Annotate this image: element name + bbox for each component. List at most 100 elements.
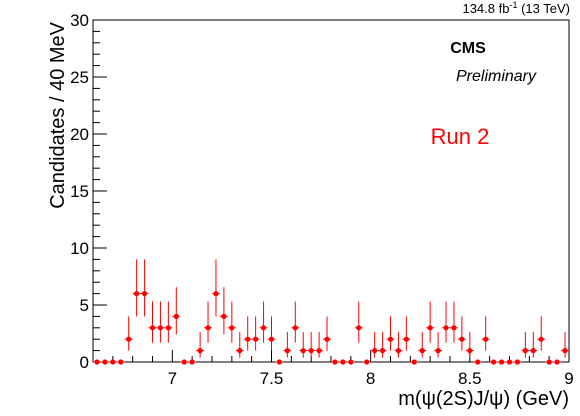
x-axis-title: m(ψ(2S)J/ψ) (GeV) <box>398 388 569 410</box>
data-point <box>473 359 482 365</box>
marker <box>348 359 354 365</box>
marker <box>443 325 449 331</box>
marker <box>253 336 259 342</box>
data-point <box>156 301 165 343</box>
data-point <box>219 287 228 335</box>
data-point <box>196 332 205 358</box>
data-point <box>108 359 117 365</box>
marker <box>403 336 409 342</box>
data-point <box>93 359 101 365</box>
data-point <box>410 359 419 365</box>
marker <box>316 348 322 354</box>
data-point <box>457 316 466 351</box>
marker <box>411 359 417 365</box>
marker <box>102 359 108 365</box>
data-point <box>140 259 149 317</box>
data-point <box>386 316 395 351</box>
marker <box>387 336 394 342</box>
marker <box>260 325 267 331</box>
data-point <box>100 359 109 365</box>
marker <box>213 291 219 297</box>
marker <box>364 359 370 365</box>
data-point <box>442 301 450 343</box>
y-tick-label: 30 <box>70 11 89 30</box>
x-tick-label: 8 <box>366 369 375 388</box>
data-point <box>259 301 268 343</box>
y-tick-label: 20 <box>70 125 89 144</box>
data-point <box>204 301 212 343</box>
data-point <box>283 332 292 358</box>
marker <box>451 325 457 331</box>
data-point <box>338 359 347 365</box>
marker <box>467 348 473 354</box>
marker <box>324 336 330 342</box>
marker <box>205 325 211 331</box>
data-point <box>251 316 260 351</box>
marker <box>514 359 521 365</box>
marker <box>459 336 465 342</box>
marker <box>221 313 227 319</box>
y-tick-label: 10 <box>70 239 89 258</box>
y-tick-label: 15 <box>70 182 89 201</box>
data-point <box>172 287 181 335</box>
marker <box>332 359 338 365</box>
data-point <box>450 301 458 343</box>
data-point <box>323 316 331 351</box>
data-point <box>489 359 498 365</box>
data-point <box>513 359 522 365</box>
data-point <box>227 301 236 343</box>
marker <box>268 336 275 342</box>
x-tick-label: 7.5 <box>260 369 284 388</box>
marker <box>538 336 544 342</box>
data-point <box>505 359 514 365</box>
marker <box>340 359 346 365</box>
data-point <box>299 332 308 358</box>
data-point <box>354 301 363 343</box>
data-point <box>307 332 316 358</box>
marker <box>546 359 552 365</box>
data-points <box>93 259 569 365</box>
marker <box>173 313 179 319</box>
data-point <box>497 359 506 365</box>
data-point <box>481 316 490 351</box>
data-point <box>394 332 403 358</box>
x-tick-label: 7 <box>168 369 177 388</box>
y-tick-label: 5 <box>80 296 89 315</box>
marker <box>141 291 148 297</box>
y-tick-label: 25 <box>70 68 89 87</box>
marker <box>110 359 116 365</box>
x-tick-label: 8.5 <box>458 369 482 388</box>
y-axis: 0 5 10 15 20 25 30 <box>70 11 107 372</box>
data-point <box>132 259 141 317</box>
data-point <box>188 359 197 365</box>
marker <box>300 348 306 354</box>
y-tick-label: 0 <box>80 353 89 372</box>
marker <box>165 325 171 331</box>
marker <box>491 359 497 365</box>
marker <box>126 336 132 342</box>
data-point <box>537 316 546 351</box>
marker <box>237 348 243 354</box>
marker <box>506 359 513 365</box>
marker <box>419 348 425 354</box>
data-point <box>243 316 252 351</box>
marker <box>292 325 298 331</box>
data-point <box>180 359 189 365</box>
data-point <box>291 301 300 343</box>
data-point <box>235 332 244 358</box>
marker <box>483 336 489 342</box>
lumi-label: 134.8 fb-1 (13 TeV) <box>462 0 570 16</box>
marker <box>189 359 195 365</box>
marker <box>134 291 140 297</box>
x-axis: 7 7.5 8 8.5 9 <box>92 350 574 388</box>
data-point <box>402 316 411 351</box>
marker <box>475 359 481 365</box>
data-point <box>124 316 133 351</box>
marker <box>94 359 100 365</box>
data-point <box>212 259 220 317</box>
data-point <box>426 301 435 343</box>
run-label: Run 2 <box>431 124 490 149</box>
x-tick-label: 9 <box>564 369 573 388</box>
marker <box>229 325 235 331</box>
